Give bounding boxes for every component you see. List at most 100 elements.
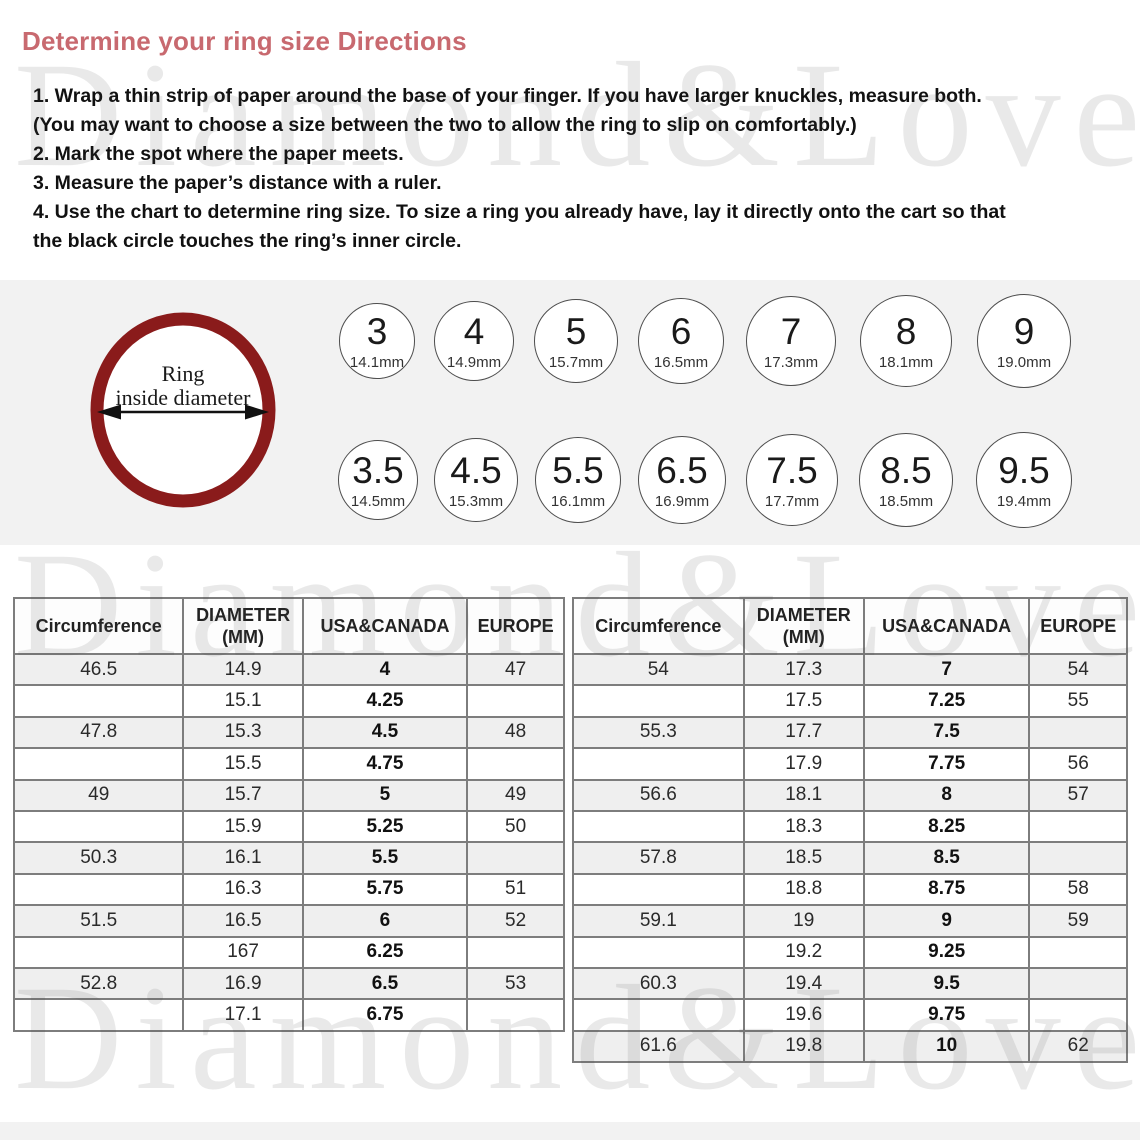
ring-size-number: 5.5 (552, 449, 604, 491)
table-cell (466, 998, 565, 1032)
table-cell (12, 684, 185, 718)
table-row: 47.8 15.3 4.5 48 (12, 715, 565, 750)
table-cell (466, 935, 565, 969)
table-cell: 5.25 (301, 809, 469, 844)
instruction-line: 4. Use the chart to determine ring size.… (33, 201, 1006, 223)
table-row: 17.9 7.75 56 (572, 747, 1128, 781)
table-cell: 9.5 (862, 966, 1031, 1001)
table-cell: 59.1 (572, 904, 745, 938)
table-cell: 7 (862, 652, 1031, 687)
ring-size-number: 7.5 (766, 449, 818, 491)
table-cell: 9.75 (862, 998, 1031, 1032)
table-cell: 52 (466, 904, 565, 938)
table-cell: 15.5 (182, 747, 304, 781)
column-header: DIAMETER (MM) (182, 597, 304, 655)
table-cell (1028, 841, 1128, 875)
table-cell (466, 684, 565, 718)
table-cell: 167 (182, 935, 304, 969)
table-cell: 16.3 (182, 872, 304, 907)
table-cell: 49 (12, 778, 185, 812)
table-cell: 4.75 (301, 747, 469, 781)
size-circle-9.5: 9.5 19.4mm (976, 432, 1072, 528)
table-cell: 18.1 (742, 778, 865, 812)
table-cell: 59 (1028, 904, 1128, 938)
table-cell: 9 (862, 904, 1031, 938)
ring-diameter-diagram: Ring inside diameter (90, 312, 276, 508)
size-circle-6.5: 6.5 16.9mm (638, 436, 726, 524)
table-cell (1028, 809, 1128, 844)
table-cell: 61.6 (572, 1029, 745, 1064)
table-cell (572, 998, 745, 1032)
table-cell: 9.25 (862, 935, 1031, 969)
table-cell (572, 935, 745, 969)
table-cell: 6.75 (301, 998, 469, 1032)
table-cell: 18.8 (742, 872, 865, 907)
table-cell (572, 809, 745, 844)
diagram-label-line2: inside diameter (115, 385, 251, 410)
table-row: 50.3 16.1 5.5 (12, 841, 565, 875)
table-cell: 17.7 (742, 715, 865, 750)
table-cell (572, 747, 745, 781)
ring-size-number: 8 (895, 310, 917, 352)
ring-size-number: 7 (780, 310, 802, 352)
ring-size-number: 4 (463, 310, 485, 352)
column-header: EUROPE (1028, 597, 1128, 655)
size-circle-3: 3 14.1mm (339, 303, 415, 379)
ring-size-number: 4.5 (450, 449, 502, 491)
ring-diameter-mm: 19.4mm (996, 492, 1052, 510)
column-header: Circumference (12, 597, 185, 655)
table-cell: 6 (301, 904, 469, 938)
ring-diameter-mm: 17.3mm (763, 353, 819, 371)
ring-circle (90, 312, 276, 508)
table-row: 15.9 5.25 50 (12, 809, 565, 844)
table-cell: 55.3 (572, 715, 745, 750)
table-cell: 58 (1028, 872, 1128, 907)
ring-diameter-mm: 16.5mm (653, 353, 709, 371)
table-cell: 16.5 (182, 904, 304, 938)
table-cell: 19.2 (742, 935, 865, 969)
table-row: 59.1 19 9 59 (572, 904, 1128, 938)
ring-size-number: 9 (1013, 310, 1035, 352)
table-row: 16.3 5.75 51 (12, 872, 565, 907)
table-cell: 51.5 (12, 904, 185, 938)
table-cell: 50.3 (12, 841, 185, 875)
table-cell: 56 (1028, 747, 1128, 781)
table-row: 56.6 18.1 8 57 (572, 778, 1128, 812)
table-row: 17.5 7.25 55 (572, 684, 1128, 718)
table-cell (1028, 998, 1128, 1032)
table-cell: 52.8 (12, 966, 185, 1001)
table-cell: 47 (466, 652, 565, 687)
size-circle-8.5: 8.5 18.5mm (859, 433, 953, 527)
table-cell: 46.5 (12, 652, 185, 687)
ring-size-number: 5 (565, 310, 587, 352)
table-cell: 48 (466, 715, 565, 750)
table-row: 167 6.25 (12, 935, 565, 969)
table-cell: 17.1 (182, 998, 304, 1032)
size-circle-8: 8 18.1mm (860, 295, 952, 387)
ring-diameter-mm: 14.9mm (446, 353, 502, 371)
table-cell: 7.25 (862, 684, 1031, 718)
table-cell: 19.8 (742, 1029, 865, 1064)
size-circle-3.5: 3.5 14.5mm (338, 440, 418, 520)
size-circle-5: 5 15.7mm (534, 299, 618, 383)
column-header: USA&CANADA (862, 597, 1031, 655)
ring-diameter-mm: 18.1mm (878, 353, 934, 371)
table-cell (466, 747, 565, 781)
table-cell (12, 935, 185, 969)
bottom-gray-strip (0, 1122, 1140, 1140)
table-cell: 53 (466, 966, 565, 1001)
table-row: 57.8 18.5 8.5 (572, 841, 1128, 875)
table-cell: 17.3 (742, 652, 865, 687)
column-header: USA&CANADA (301, 597, 469, 655)
table-cell: 50 (466, 809, 565, 844)
page-title: Determine your ring size Directions (22, 26, 467, 56)
table-cell: 15.7 (182, 778, 304, 812)
table-cell: 6.25 (301, 935, 469, 969)
ring-diameter-mm: 15.3mm (448, 492, 504, 510)
ring-size-number: 3 (366, 310, 388, 352)
instruction-line: 1. Wrap a thin strip of paper around the… (33, 85, 982, 107)
ring-diameter-mm: 17.7mm (764, 492, 820, 510)
table-cell: 47.8 (12, 715, 185, 750)
size-circle-7: 7 17.3mm (746, 296, 836, 386)
